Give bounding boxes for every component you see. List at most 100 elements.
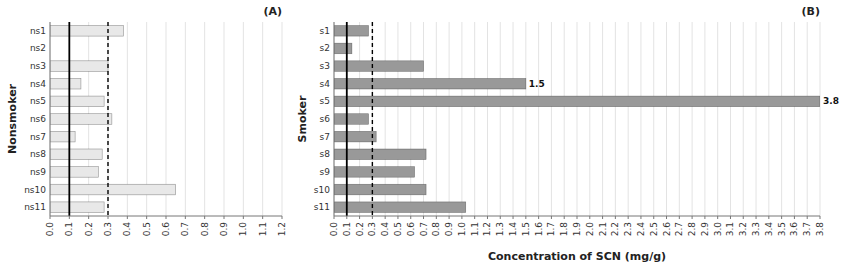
tick-label: 1.0 [238,222,248,237]
tick-label: 1.6 [534,222,544,237]
tick-label: 2.7 [674,222,684,236]
grid-line [730,22,731,216]
tick-label: 0.9 [219,222,229,237]
tick-label: 0.8 [431,222,441,237]
grid-line [334,22,335,216]
grid-line [768,22,769,216]
category-label: ns6 [30,114,46,124]
grid-line [50,22,51,216]
tick-label: 0.1 [342,222,352,236]
category-label: ns4 [30,79,46,89]
category-label: s10 [314,185,330,195]
grid-line [794,22,795,216]
tick-label: 2.0 [585,222,595,237]
bar [50,61,108,72]
category-label: ns2 [30,43,46,53]
bar [334,96,820,107]
tick-label: 0.2 [355,222,365,236]
tick-label: 0.5 [393,222,403,236]
category-label: ns1 [30,26,46,36]
grid-line [372,22,373,216]
grid-line [500,22,501,216]
tick-label: 1.1 [470,222,480,236]
grid-line [653,22,654,216]
category-label: ns3 [30,61,46,71]
category-label: ns5 [30,96,46,106]
y-axis-label: Nonsmoker [6,83,19,154]
bar [334,114,369,125]
tick-label: 0.9 [444,222,454,237]
reference-line [346,22,348,216]
tick-label: 2.1 [598,222,608,236]
tick-label: 1.7 [546,222,556,236]
tick-label: 0.3 [367,222,377,236]
annotation: 3.8 [823,96,839,106]
grid-line [474,22,475,216]
grid-line [185,22,186,216]
bar [334,131,376,142]
grid-line [487,22,488,216]
tick-label: 2.8 [687,222,697,237]
grid-line [717,22,718,216]
grid-line [538,22,539,216]
grid-line [666,22,667,216]
tick-label: 3.3 [751,222,761,236]
bar [334,184,426,195]
tick-label: 0.6 [161,222,171,237]
category-label: ns11 [24,202,46,212]
grid-line [679,22,680,216]
grid-line [346,22,347,216]
tick-label: 0.7 [180,222,190,236]
tick-label: 0.0 [45,222,55,237]
category-label: s4 [320,79,331,89]
tick-label: 0.6 [406,222,416,237]
annotation: 1.5 [529,79,545,89]
tick-label: 0.7 [419,222,429,236]
grid-line [243,22,244,216]
figure: 0.00.10.20.30.40.50.60.70.80.91.01.11.2n… [0,0,843,268]
category-label: ns8 [30,149,46,159]
grid-line [461,22,462,216]
tick-label: 1.2 [482,222,492,236]
bar [50,202,104,213]
category-label: s2 [320,43,330,53]
tick-label: 3.2 [738,222,748,236]
tick-label: 0.5 [142,222,152,236]
category-label: ns10 [24,185,46,195]
bar [50,26,123,37]
tick-label: 0.4 [122,222,132,237]
tick-label: 3.5 [777,222,787,236]
grid [334,22,820,216]
tick-label: 2.6 [662,222,672,237]
grid-line [204,22,205,216]
bar [50,78,81,89]
grid-line [282,22,283,216]
category-label: s1 [320,26,330,36]
grid-line [449,22,450,216]
tick-label: 3.7 [802,222,812,236]
bar [50,149,102,160]
grid-line [820,22,821,216]
category-label: s8 [320,149,331,159]
tick-label: 0.1 [64,222,74,236]
tick-label: 3.8 [815,222,825,237]
reference-line [372,22,373,216]
tick-label: 3.6 [789,222,799,237]
tick-label: 2.4 [636,222,646,237]
grid-line [551,22,552,216]
grid-line [564,22,565,216]
category-label: s6 [320,114,331,124]
category-label: s9 [320,167,331,177]
bar [50,167,98,178]
tick-label: 1.2 [277,222,287,236]
reference-line [107,22,108,216]
grid-line [224,22,225,216]
bar [334,26,369,37]
y-axis: ns1ns2ns3ns4ns5ns6ns7ns8ns9ns10ns11 [24,26,46,212]
tick-label: 3.4 [764,222,774,237]
grid-line [756,22,757,216]
x-axis-label: Concentration of SCN (mg/g) [488,250,666,263]
grid-line [640,22,641,216]
grid-line [692,22,693,216]
bars [50,22,176,216]
